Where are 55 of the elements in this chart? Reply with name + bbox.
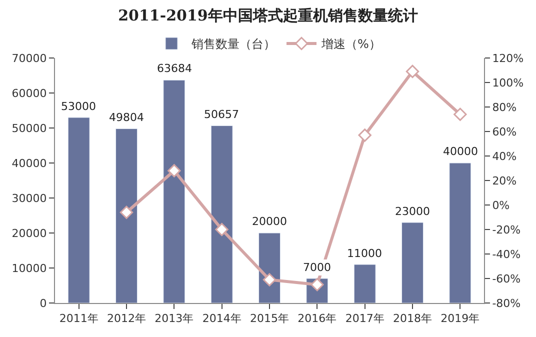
bar xyxy=(163,80,186,303)
bar xyxy=(210,125,233,303)
x-tick-label: 2012年 xyxy=(107,312,146,326)
x-tick-label: 2015年 xyxy=(250,312,289,326)
bar xyxy=(402,222,424,303)
bar xyxy=(116,128,138,303)
point xyxy=(358,128,372,142)
chart-title: 2011-2019年中国塔式起重机销售数量统计 xyxy=(118,6,418,25)
y2-tick-label: 120% xyxy=(492,52,524,65)
point xyxy=(120,206,134,219)
y-tick-label: 60000 xyxy=(12,86,47,100)
y-tick-label: 40000 xyxy=(12,156,47,170)
y2-tick-label: -40% xyxy=(492,248,521,261)
y-tick-label: 30000 xyxy=(12,192,47,205)
y2-tick-label: 60% xyxy=(492,125,517,138)
bar xyxy=(354,264,376,303)
x-tick-label: 2014年 xyxy=(202,312,242,326)
y2-tick-label: 100% xyxy=(492,76,524,90)
x-tick-label: 2016年 xyxy=(298,312,337,326)
y2-tick-label: -80% xyxy=(492,296,521,310)
x-tick-label: 2013年 xyxy=(154,312,194,326)
bar xyxy=(449,162,472,303)
data-label: 23000 xyxy=(395,205,430,218)
y2-tick-label: 0% xyxy=(492,198,510,212)
data-label: 20000 xyxy=(252,215,287,228)
legend-label: 增速（%） xyxy=(320,37,381,52)
bar xyxy=(68,117,90,303)
y-tick-label: 50000 xyxy=(12,122,47,135)
y-tick-label: 10000 xyxy=(12,262,47,275)
data-label: 63684 xyxy=(157,62,192,75)
data-label: 49804 xyxy=(109,111,144,124)
point xyxy=(262,273,276,286)
x-tick-label: 2019年 xyxy=(440,312,480,326)
point xyxy=(215,222,228,236)
y-tick-label: 20000 xyxy=(12,226,47,240)
x-tick-label: 2018年 xyxy=(393,312,432,326)
x-tick-label: 2011年 xyxy=(59,312,98,326)
y2-tick-label: 20% xyxy=(492,174,517,188)
point xyxy=(168,164,181,178)
data-label: 40000 xyxy=(443,145,478,158)
legend-label: 销售数量（台） xyxy=(190,37,276,52)
data-label: 53000 xyxy=(61,100,96,113)
y2-tick-label: -60% xyxy=(492,272,521,286)
point xyxy=(406,64,420,78)
data-label: 7000 xyxy=(303,261,331,274)
data-label: 50657 xyxy=(204,108,239,121)
y-tick-label: 70000 xyxy=(12,52,47,65)
bar xyxy=(258,232,280,303)
x-tick-label: 2017年 xyxy=(345,312,384,326)
y-tick-label: 0 xyxy=(40,296,47,310)
point xyxy=(454,108,467,121)
y2-tick-label: 40% xyxy=(492,150,517,163)
y2-tick-label: 80% xyxy=(492,100,517,114)
y2-tick-label: -20% xyxy=(492,223,521,236)
data-label: 11000 xyxy=(347,247,382,260)
